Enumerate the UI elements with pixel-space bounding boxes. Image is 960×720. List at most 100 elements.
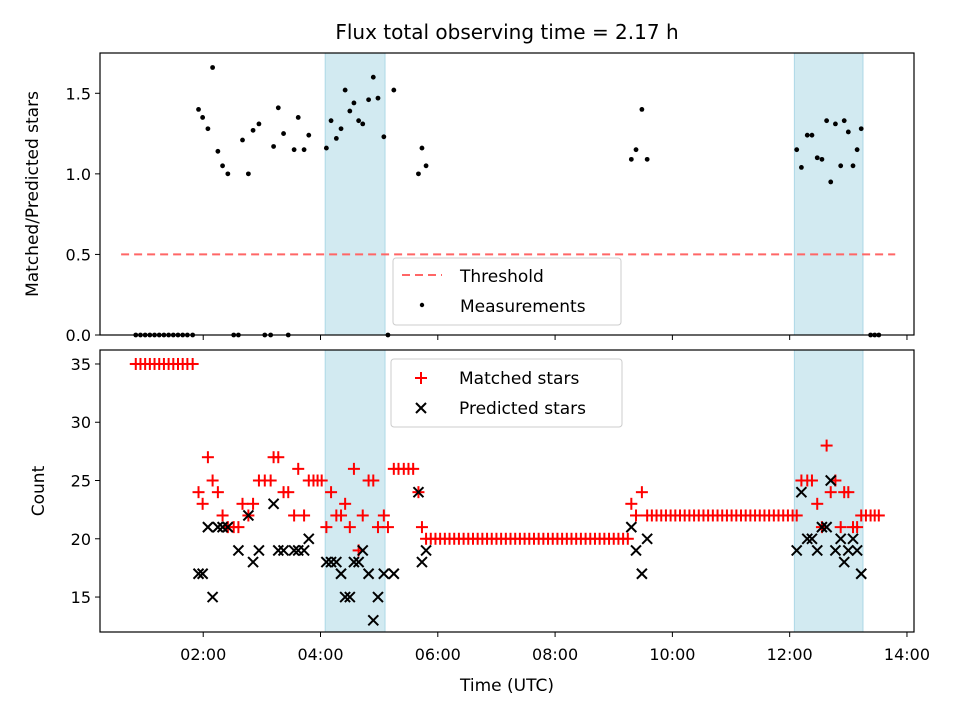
measurement-point <box>639 107 645 112</box>
measurement-point <box>281 131 286 136</box>
predicted-star-point <box>222 521 234 533</box>
measurement-point <box>423 163 429 169</box>
measurement-point <box>250 127 256 133</box>
x-tick-label: 08:00 <box>532 645 578 664</box>
top-panel: 0.0 0.5 1.0 1.5 Matched/Predicted stars Thr… <box>23 52 915 345</box>
measurements-legend-marker <box>419 302 425 308</box>
measurement-point <box>838 163 844 169</box>
measurement-point <box>342 87 348 93</box>
measurement-point <box>306 132 312 138</box>
bot-shade-region <box>324 349 386 633</box>
measurement-point <box>271 144 276 149</box>
bottom-panel: 15 20 25 30 35 02:00 04:00 06:00 08:00 10:00 12:0… <box>29 349 930 696</box>
measurement-point <box>323 145 329 151</box>
top-legend: Threshold Measurements <box>392 257 622 326</box>
matched-star-point <box>264 474 277 487</box>
predicted-star-point <box>320 556 333 568</box>
measurement-point <box>416 171 421 177</box>
bot-y-tick-label: 30 <box>71 413 91 432</box>
bot-y-tick-label: 35 <box>71 355 91 374</box>
figure-title: Flux total observing time = 2.17 h <box>335 20 678 44</box>
matched-star-point <box>377 509 390 522</box>
matched-star-point <box>186 357 199 370</box>
measurement-point <box>828 179 834 185</box>
measurement-point <box>351 100 357 106</box>
predicted-star-point <box>388 568 400 580</box>
measurement-point <box>370 74 376 80</box>
x-tick-label: 12:00 <box>767 645 813 664</box>
measurement-point <box>419 145 425 151</box>
matched-star-point <box>811 497 824 510</box>
measurement-point <box>845 129 851 135</box>
bottom-x-ticks: 02:00 04:00 06:00 08:00 10:00 12:00 14:00 <box>180 632 930 664</box>
predicted-star-point <box>641 533 653 545</box>
predicted-star-point <box>298 544 310 557</box>
top-y-label: Matched/Predicted stars <box>23 91 43 297</box>
predicted-star-point <box>420 544 432 557</box>
matched-star-point <box>381 521 394 534</box>
matched-star-point <box>320 521 333 534</box>
predicted-star-point <box>630 544 642 557</box>
measurement-point <box>381 134 387 140</box>
top-axes-frame <box>99 52 915 336</box>
predicted-star-point <box>816 521 828 533</box>
bot-y-tick-label: 20 <box>71 530 91 549</box>
matched-star-point <box>343 521 356 534</box>
measurement-point <box>644 156 650 162</box>
predicted-stars-series <box>192 474 867 627</box>
matched-star-point <box>335 509 348 522</box>
top-legend-box <box>392 257 622 326</box>
measurement-point <box>628 156 634 162</box>
x-tick-label: 06:00 <box>415 645 461 664</box>
matched-star-point <box>216 509 229 522</box>
measurement-point <box>804 132 810 138</box>
matched-star-point <box>339 497 352 510</box>
predicted-star-point <box>416 556 428 568</box>
measurement-point <box>799 165 804 170</box>
measurement-point <box>366 97 371 103</box>
measurement-point <box>196 107 201 112</box>
matched-star-point <box>282 486 295 499</box>
matched-star-point <box>298 509 311 522</box>
predicted-legend-marker <box>415 402 427 414</box>
measurement-point <box>833 121 838 127</box>
matched-star-point <box>272 451 285 464</box>
predicted-star-point <box>303 533 315 545</box>
predicted-star-point <box>277 544 290 557</box>
predicted-star-point <box>330 556 343 568</box>
measurement-point <box>841 118 847 124</box>
x-tick-label: 04:00 <box>297 645 343 664</box>
predicted-star-point <box>206 591 219 603</box>
predicted-star-point <box>192 568 205 580</box>
measurement-point <box>375 95 381 101</box>
measurement-point <box>814 155 820 161</box>
measurement-point <box>301 147 307 153</box>
matched-star-point <box>834 521 847 534</box>
predicted-star-point <box>811 544 823 557</box>
predicted-star-point <box>795 486 808 498</box>
measurement-point <box>256 121 262 127</box>
predicted-star-point <box>348 556 360 568</box>
measurement-point <box>824 118 830 124</box>
predicted-star-point <box>791 544 803 557</box>
matched-star-point <box>872 509 885 522</box>
matched-star-point <box>820 439 833 452</box>
predicted-star-point <box>242 509 255 522</box>
matched-legend-marker <box>415 372 427 384</box>
top-y-tick-label: 1.5 <box>66 84 91 103</box>
measurement-point <box>245 171 251 177</box>
matched-star-point <box>196 497 209 510</box>
matched-star-point <box>356 509 369 522</box>
measurement-point <box>809 132 815 138</box>
predicted-star-point <box>335 568 347 580</box>
matched-star-point <box>367 474 380 487</box>
x-tick-label: 10:00 <box>649 645 695 664</box>
predicted-star-point <box>825 474 837 487</box>
measurement-point <box>360 121 366 127</box>
predicted-star-point <box>855 568 867 580</box>
matched-star-point <box>236 497 249 510</box>
matched-star-point <box>325 486 338 499</box>
predicted-star-point <box>842 544 855 557</box>
predicted-star-point <box>838 556 850 568</box>
